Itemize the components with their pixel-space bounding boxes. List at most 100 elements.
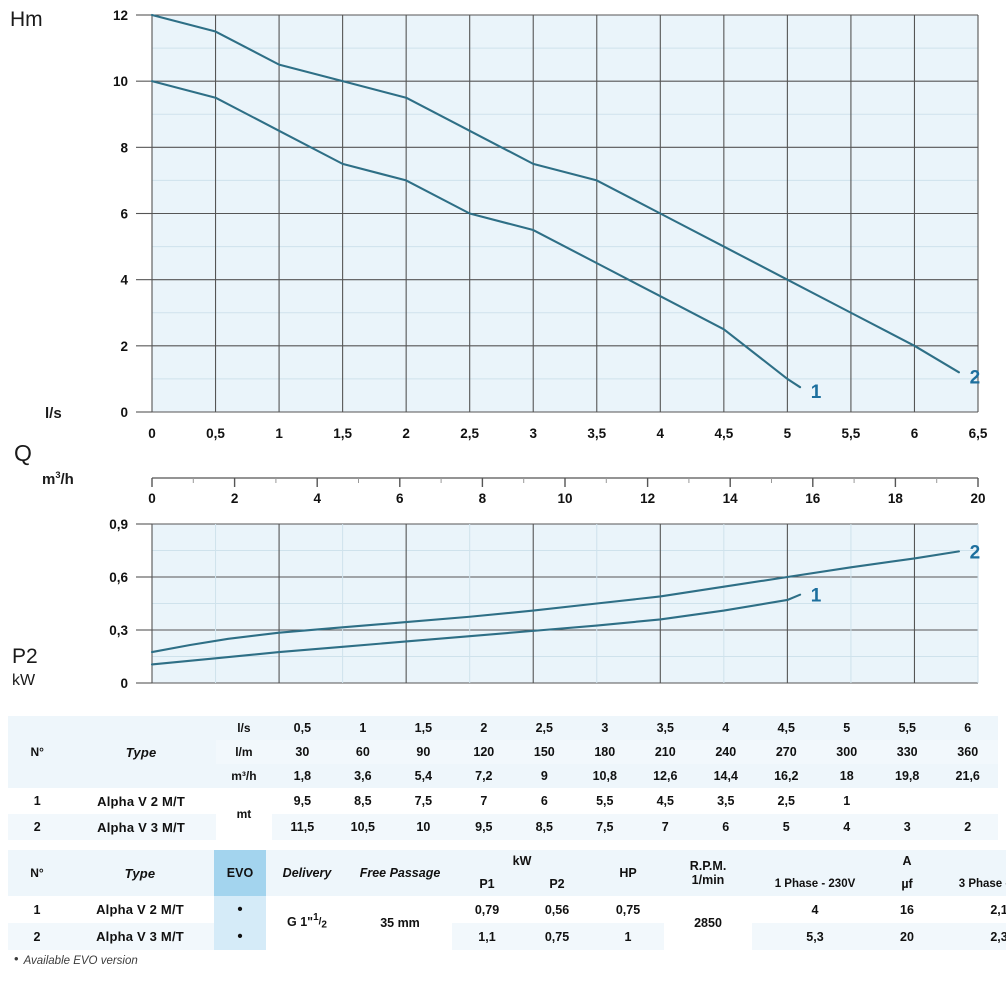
ls-value: 2 [480,721,488,735]
unit-label-lm: l/m [235,745,253,759]
head-value: 4 [843,820,851,834]
svg-text:6: 6 [396,491,404,506]
m3h-value: 5,4 [414,769,433,783]
svg-text:1: 1 [811,382,822,403]
row-no: 1 [33,794,41,808]
spec-row-type: Alpha V 3 M/T [96,929,184,944]
phase1-value: 4 [811,902,819,917]
m3h-value: 10,8 [592,769,617,783]
lm-value: 150 [533,745,555,759]
footnote-bullet: • [14,951,19,966]
svg-text:18: 18 [888,491,904,506]
spec-col-hp: HP [619,866,637,880]
m3h-value: 3,6 [354,769,372,783]
spec-col-free-passage: Free Passage [359,866,441,880]
rpm-unit: 1/min [691,873,725,887]
rpm-title: R.P.M. [689,859,727,873]
svg-text:8: 8 [120,140,128,155]
svg-text:0: 0 [148,426,156,441]
head-value: 5,5 [596,794,614,808]
power-unit-label: kW [12,672,36,689]
spec-row-no: 1 [33,902,41,917]
m3h-value: 7,2 [475,769,493,783]
svg-text:0,6: 0,6 [109,570,128,585]
spec-col-type: Type [124,865,156,881]
table-row: 2 Alpha V 3 M/T • 1,1 0,75 1 5,3 20 2,3 [8,923,1006,950]
svg-text:2: 2 [402,426,410,441]
table-row: 1 Alpha V 2 M/T mt 9,5 8,5 7,5 7 6 5,5 4… [8,788,998,821]
row-type: Alpha V 3 M/T [97,819,185,835]
m3h-value: 16,2 [774,769,799,783]
svg-text:3: 3 [529,426,537,441]
p1-value: 0,79 [474,902,500,917]
col-header-no: N° [30,745,44,759]
spec-col-rpm: R.P.M. 1/min [664,850,752,896]
m3h-value: 18 [839,769,854,783]
row-no: 2 [33,820,41,834]
svg-text:3,5: 3,5 [587,426,606,441]
head-value: 7 [480,794,488,808]
spec-col-amps: A [902,854,912,868]
evo-dot: • [214,923,266,950]
head-value: 2,5 [777,794,795,808]
ls-value: 4,5 [777,721,795,735]
footnote-text: Available EVO version [23,955,138,967]
head-value: 7 [661,820,669,834]
unit-label-ls: l/s [237,721,251,735]
spec-col-no: N° [30,866,44,880]
svg-text:1: 1 [811,586,822,607]
delivery-value: G 1"1/2 [287,912,327,931]
svg-text:20: 20 [970,491,985,506]
svg-text:10: 10 [557,491,572,506]
m3h-value: 9 [540,769,548,783]
row-type: Alpha V 2 M/T [97,793,185,809]
delivery-denominator: 2 [321,919,327,931]
phase3-value: 2,1 [990,902,1006,917]
svg-text:4,5: 4,5 [714,426,733,441]
svg-text:5,5: 5,5 [842,426,861,441]
head-value: 11,5 [290,820,315,834]
svg-text:4: 4 [657,426,665,441]
power-axis-label: P2 [12,645,38,668]
svg-text:0: 0 [120,405,128,420]
ls-value: 5,5 [898,721,916,735]
svg-text:0,5: 0,5 [206,426,225,441]
spec-col-kw: kW [512,854,532,868]
svg-text:1,5: 1,5 [333,426,352,441]
spec-col-evo: EVO [214,850,266,896]
spec-col-p2: P2 [549,877,565,891]
svg-text:2,5: 2,5 [460,426,479,441]
lm-value: 60 [355,745,370,759]
power-flow-chart: 0 0,3 0,6 0,9 1 2 [109,517,981,691]
svg-text:1: 1 [275,426,283,441]
svg-text:12: 12 [113,8,128,23]
lm-value: 360 [957,745,979,759]
lm-value: 270 [775,745,797,759]
spec-col-p1: P1 [479,877,495,891]
svg-text:6: 6 [911,426,919,441]
m3h-value: 14,4 [713,769,738,783]
m3h-exponent: 3 [55,470,61,480]
svg-text:2: 2 [970,542,981,563]
uf-value: 16 [900,902,914,917]
lm-value: 180 [594,745,616,759]
lm-value: 300 [836,745,858,759]
svg-text:10: 10 [113,74,128,89]
lm-value: 120 [473,745,495,759]
head-value [937,788,998,814]
table-row-header-ls: N° Type l/s 0,5 1 1,5 2 2,5 3 3,5 4 4,5 … [8,716,998,760]
svg-text:2: 2 [970,367,981,388]
head-value: 2 [964,820,972,834]
spec-col-phase3: 3 Phase - 400V [958,878,1006,890]
head-axis-label: Hm [10,8,43,31]
spec-col-uf: µf [901,877,913,891]
head-value: 7,5 [414,794,433,808]
svg-text:4: 4 [120,273,128,288]
lm-value: 240 [715,745,737,759]
performance-table: N° Type l/s 0,5 1 1,5 2 2,5 3 3,5 4 4,5 … [8,716,998,840]
svg-text:4: 4 [313,491,321,506]
m3h-base: m [42,471,56,488]
head-value: 9,5 [293,794,312,808]
m3h-value: 1,8 [293,769,312,783]
head-value [877,788,937,814]
